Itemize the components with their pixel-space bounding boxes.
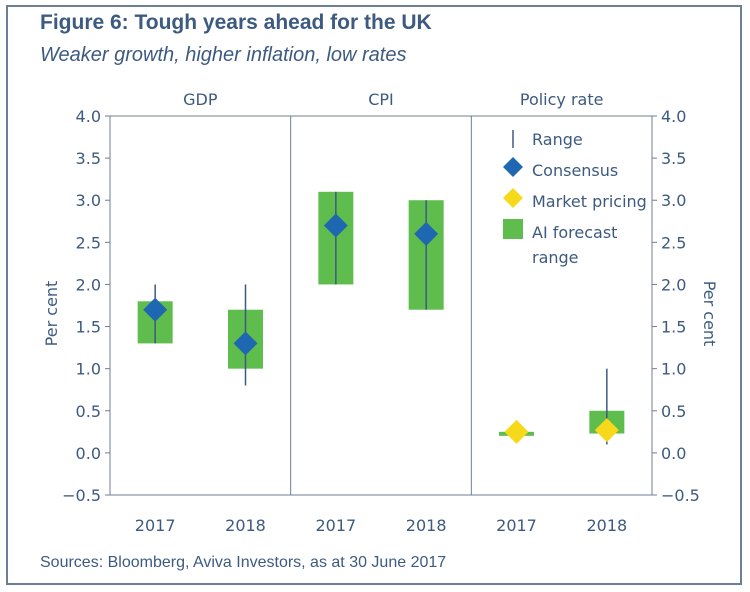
- y-tick-label-left: 3.5: [76, 149, 101, 168]
- consensus-marker: [233, 331, 258, 356]
- y-tick-label-left: 0.5: [76, 402, 101, 421]
- plot-area: [109, 115, 653, 496]
- y-tick-label-right: 1.0: [661, 360, 686, 379]
- consensus-marker: [323, 213, 348, 238]
- panel-label: CPI: [368, 90, 394, 109]
- panel-label: GDP: [183, 90, 218, 109]
- y-tick-label-left: 2.0: [76, 275, 101, 294]
- x-tick-label: 2017: [496, 516, 537, 535]
- legend-label: Consensus: [532, 161, 618, 180]
- figure-frame: [6, 5, 742, 585]
- y-tick-label-right: 2.5: [661, 233, 686, 252]
- legend-label: range: [532, 248, 579, 267]
- x-tick-label: 2018: [225, 516, 266, 535]
- consensus-marker: [414, 221, 439, 246]
- figure-subtitle: Weaker growth, higher inflation, low rat…: [40, 44, 407, 66]
- market-pricing-marker: [594, 418, 619, 443]
- legend-consensus-icon: [503, 157, 523, 177]
- legend-label: Range: [532, 130, 583, 149]
- y-tick-label-right: 2.0: [661, 275, 686, 294]
- figure-title: Figure 6: Tough years ahead for the UK: [40, 11, 432, 34]
- y-tick-label-right: 4.0: [661, 107, 686, 126]
- y-tick-label-right: −0.5: [661, 486, 700, 505]
- y-tick-label-right: 0.5: [661, 402, 686, 421]
- y-tick-label-left: 1.5: [76, 318, 101, 337]
- y-tick-label-left: 0.0: [76, 444, 101, 463]
- y-tick-label-left: 3.0: [76, 191, 101, 210]
- consensus-marker: [143, 297, 168, 322]
- x-tick-label: 2018: [406, 516, 447, 535]
- y-tick-label-right: 3.0: [661, 191, 686, 210]
- y-tick-label-left: 4.0: [76, 107, 101, 126]
- y-tick-label-right: 1.5: [661, 318, 686, 337]
- x-tick-label: 2017: [135, 516, 176, 535]
- y-tick-label-left: 2.5: [76, 233, 101, 252]
- y-axis-label-right: Per cent: [700, 281, 719, 347]
- market-pricing-marker: [504, 419, 529, 444]
- y-tick-label-right: 0.0: [661, 444, 686, 463]
- source-note: Sources: Bloomberg, Aviva Investors, as …: [40, 554, 447, 571]
- legend-ai-forecast-icon: [503, 219, 523, 239]
- y-axis-label-left: Per cent: [42, 281, 61, 347]
- panel-label: Policy rate: [520, 90, 604, 109]
- y-tick-label-left: 1.0: [76, 360, 101, 379]
- legend-label: AI forecast: [532, 223, 617, 242]
- x-tick-label: 2017: [315, 516, 356, 535]
- legend-market-pricing-icon: [503, 188, 523, 208]
- y-tick-label-left: −0.5: [62, 486, 101, 505]
- x-tick-label: 2018: [586, 516, 627, 535]
- legend-label: Market pricing: [532, 192, 647, 211]
- y-tick-label-right: 3.5: [661, 149, 686, 168]
